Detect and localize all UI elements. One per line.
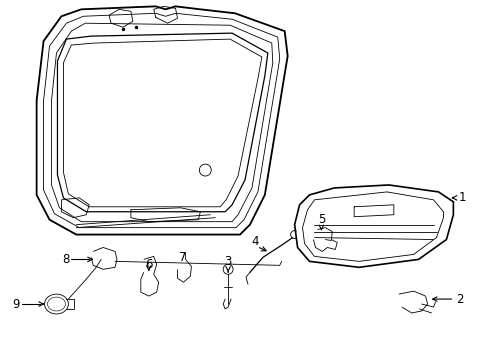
Text: 1: 1 — [458, 192, 466, 204]
Text: 2: 2 — [456, 293, 464, 306]
Text: 7: 7 — [179, 251, 186, 264]
Text: 4: 4 — [251, 235, 259, 248]
Text: 8: 8 — [62, 253, 70, 266]
Text: 3: 3 — [224, 255, 232, 268]
Text: 6: 6 — [145, 258, 152, 271]
Text: 5: 5 — [318, 213, 325, 226]
Text: 9: 9 — [12, 297, 20, 311]
